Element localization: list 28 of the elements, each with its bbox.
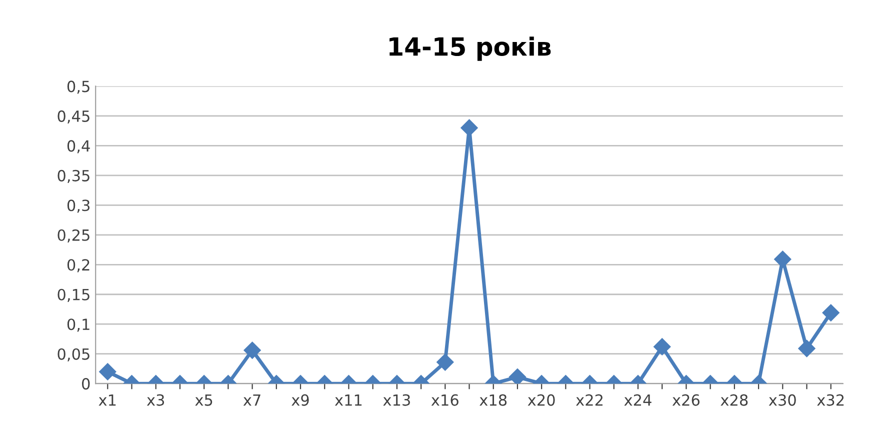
x-tick-label: x11: [334, 394, 362, 406]
x-tick-label: x24: [624, 394, 652, 406]
x-tick-label: x3: [146, 394, 164, 406]
x-tick-label: x5: [195, 394, 212, 406]
chart-title: 14-15 років: [390, 36, 551, 61]
y-tick-label: 0,05: [58, 348, 90, 362]
y-tick-label: 0,15: [58, 288, 90, 302]
x-tick-label: x18: [480, 394, 507, 406]
x-tick-label: x16: [431, 394, 458, 406]
x-tick-label: x9: [292, 394, 309, 406]
x-tick-label: x30: [768, 394, 796, 406]
y-tick-label: 0,3: [67, 200, 90, 213]
x-tick-label: x32: [817, 394, 844, 406]
x-tick-label: x28: [720, 394, 748, 406]
y-tick-label: 0,25: [58, 229, 90, 242]
x-tick-label: x13: [383, 394, 410, 406]
y-tick-label: 0,5: [67, 80, 90, 94]
y-tick-label: 0,35: [58, 170, 90, 183]
y-tick-label: 0,45: [58, 110, 90, 124]
x-tick-label: x26: [672, 394, 700, 406]
x-tick-label: x20: [528, 394, 555, 406]
y-tick-label: 0,1: [67, 318, 90, 332]
x-tick-label: x22: [576, 394, 603, 406]
y-tick-label: 0,4: [67, 140, 90, 154]
x-tick-label: x7: [243, 394, 260, 406]
x-tick-label: x1: [98, 394, 116, 406]
y-tick-label: 0,2: [67, 259, 90, 272]
y-tick-label: 0: [82, 378, 90, 390]
